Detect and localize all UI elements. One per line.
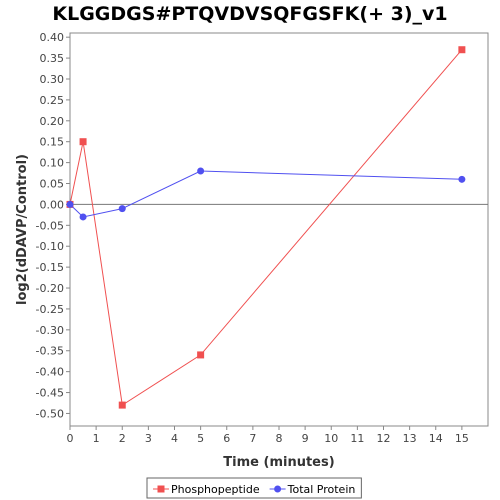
- y-tick-label: 0.00: [40, 198, 65, 211]
- legend-marker: [274, 485, 282, 493]
- y-tick-label: 0.25: [40, 94, 65, 107]
- x-tick-label: 3: [145, 432, 152, 445]
- x-tick-label: 15: [455, 432, 469, 445]
- x-tick-label: 7: [249, 432, 256, 445]
- x-tick-label: 10: [324, 432, 338, 445]
- data-point: [79, 213, 87, 221]
- plot-area: [69, 32, 489, 427]
- legend-marker: [157, 485, 165, 493]
- data-point: [197, 167, 205, 175]
- legend-label: Phosphopeptide: [171, 483, 260, 496]
- y-axis-label: log2(dDAVP/Control): [15, 154, 30, 305]
- data-point: [458, 175, 466, 183]
- x-tick-label: 8: [276, 432, 283, 445]
- data-point: [79, 138, 87, 146]
- legend-box: [146, 477, 362, 499]
- data-point: [197, 351, 205, 359]
- y-tick-label: -0.40: [36, 366, 64, 379]
- x-tick-label: 12: [377, 432, 391, 445]
- y-tick-label: 0.15: [40, 136, 65, 149]
- y-tick-label: -0.10: [36, 240, 64, 253]
- x-axis-label: Time (minutes): [223, 455, 334, 470]
- y-tick-label: -0.15: [36, 261, 64, 274]
- y-tick-label: -0.30: [36, 324, 64, 337]
- x-tick-label: 0: [67, 432, 74, 445]
- x-tick-label: 6: [223, 432, 230, 445]
- x-tick-label: 1: [93, 432, 100, 445]
- y-tick-label: 0.20: [40, 115, 65, 128]
- y-tick-label: 0.05: [40, 178, 65, 191]
- x-tick-label: 9: [302, 432, 309, 445]
- x-tick-label: 5: [197, 432, 204, 445]
- x-tick-label: 11: [350, 432, 364, 445]
- y-tick-label: 0.30: [40, 73, 65, 86]
- x-tick-label: 2: [119, 432, 126, 445]
- x-tick-label: 4: [171, 432, 178, 445]
- x-tick-label: 13: [403, 432, 417, 445]
- y-tick-label: -0.25: [36, 303, 64, 316]
- y-tick-label: 0.40: [40, 31, 65, 44]
- data-point: [118, 205, 126, 213]
- y-tick-label: -0.50: [36, 407, 64, 420]
- x-tick-label: 14: [429, 432, 443, 445]
- y-tick-label: -0.05: [36, 219, 64, 232]
- legend: Phosphopeptide Total Protein: [146, 477, 362, 499]
- legend-label: Total Protein: [287, 483, 356, 496]
- y-tick-label: 0.10: [40, 157, 65, 170]
- y-tick-label: -0.20: [36, 282, 64, 295]
- data-point: [118, 401, 126, 409]
- y-tick-label: 0.35: [40, 52, 65, 65]
- data-point: [458, 46, 466, 54]
- data-point: [66, 200, 74, 208]
- y-tick-label: -0.35: [36, 345, 64, 358]
- chart-title: KLGGDGS#PTQVDVSQFGSFK(+ 3)_v1: [52, 3, 448, 25]
- y-tick-label: -0.45: [36, 387, 64, 400]
